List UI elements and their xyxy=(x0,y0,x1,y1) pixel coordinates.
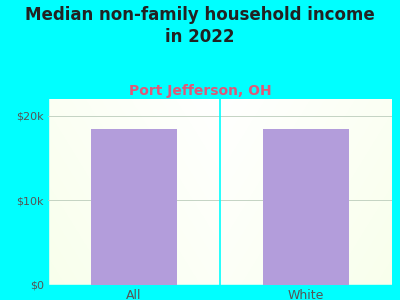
Text: Median non-family household income
in 2022: Median non-family household income in 20… xyxy=(25,6,375,46)
Text: Port Jefferson, OH: Port Jefferson, OH xyxy=(129,84,271,98)
Bar xyxy=(91,129,177,285)
Bar xyxy=(263,129,349,285)
